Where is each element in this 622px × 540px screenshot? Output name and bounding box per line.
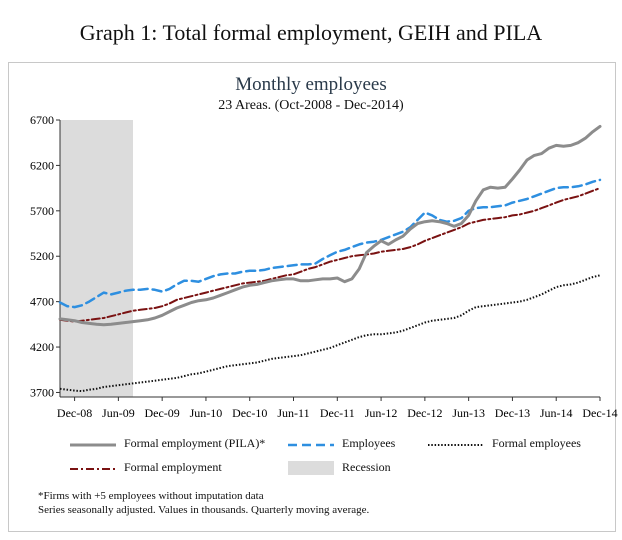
x-tick-label-Jun-10: Jun-10 <box>190 406 223 420</box>
series-line-formal-employment <box>59 187 601 323</box>
chart-subtitle: 23 Areas. (Oct-2008 - Dec-2014) <box>218 98 404 113</box>
y-tick-label-6700: 6700 <box>30 113 54 127</box>
x-tick-label-Dec-08: Dec-08 <box>57 406 92 420</box>
x-tick-label-Dec-14: Dec-14 <box>582 406 617 420</box>
legend-swatch-recession <box>288 460 334 475</box>
x-tick-label-Jun-12: Jun-12 <box>365 406 398 420</box>
y-tick-label-5700: 5700 <box>30 204 54 218</box>
y-tick-label-5200: 5200 <box>30 249 54 263</box>
series-line-employees <box>58 178 602 309</box>
note-series: Series seasonally adjusted. Values in th… <box>38 504 370 516</box>
series-line-formal-employees <box>59 274 601 393</box>
legend-item-formal-employees: Formal employees <box>428 436 581 451</box>
x-tick-label-Dec-11: Dec-11 <box>320 406 355 420</box>
recession-band <box>60 120 133 397</box>
x-tick-label-Dec-09: Dec-09 <box>144 406 179 420</box>
y-tick-label-3700: 3700 <box>30 385 54 399</box>
legend-swatch-pila <box>70 439 116 449</box>
chart-frame <box>8 62 616 532</box>
x-tick-label-Dec-10: Dec-10 <box>232 406 267 420</box>
y-tick-label-4700: 4700 <box>30 295 54 309</box>
x-tick-label-Dec-12: Dec-12 <box>407 406 442 420</box>
legend-label-recession: Recession <box>342 460 391 474</box>
legend-swatch-employees <box>288 439 334 449</box>
legend-item-pila: Formal employment (PILA)* <box>70 436 265 451</box>
chart-notes: *Firms with +5 employees without imputat… <box>38 489 369 517</box>
legend-label-employees: Employees <box>342 436 396 450</box>
x-tick-label-Jun-09: Jun-09 <box>102 406 135 420</box>
chart-title: Monthly employees <box>235 74 387 95</box>
legend-label-pila: Formal employment (PILA)* <box>124 436 266 450</box>
y-tick-label-6200: 6200 <box>30 158 54 172</box>
x-tick-label-Dec-13: Dec-13 <box>495 406 530 420</box>
legend-label-formal-employees: Formal employees <box>492 436 581 450</box>
series-line-pila <box>58 124 602 327</box>
legend-item-formal-employment: Formal employment <box>70 460 222 475</box>
x-tick-label-Jun-11: Jun-11 <box>277 406 309 420</box>
y-tick-label-4200: 4200 <box>30 340 54 354</box>
legend-label-formal-employment: Formal employment <box>124 460 222 474</box>
x-tick-label-Jun-14: Jun-14 <box>540 406 573 420</box>
legend-swatch-formal-employment <box>70 463 116 473</box>
graph-title: Graph 1: Total formal employment, GEIH a… <box>79 20 543 45</box>
x-tick-label-Jun-13: Jun-13 <box>452 406 485 420</box>
legend-item-recession: Recession <box>288 460 391 475</box>
legend-swatch-formal-employees <box>428 439 484 449</box>
note-firms: *Firms with +5 employees without imputat… <box>38 490 264 502</box>
legend-item-employees: Employees <box>288 436 395 451</box>
